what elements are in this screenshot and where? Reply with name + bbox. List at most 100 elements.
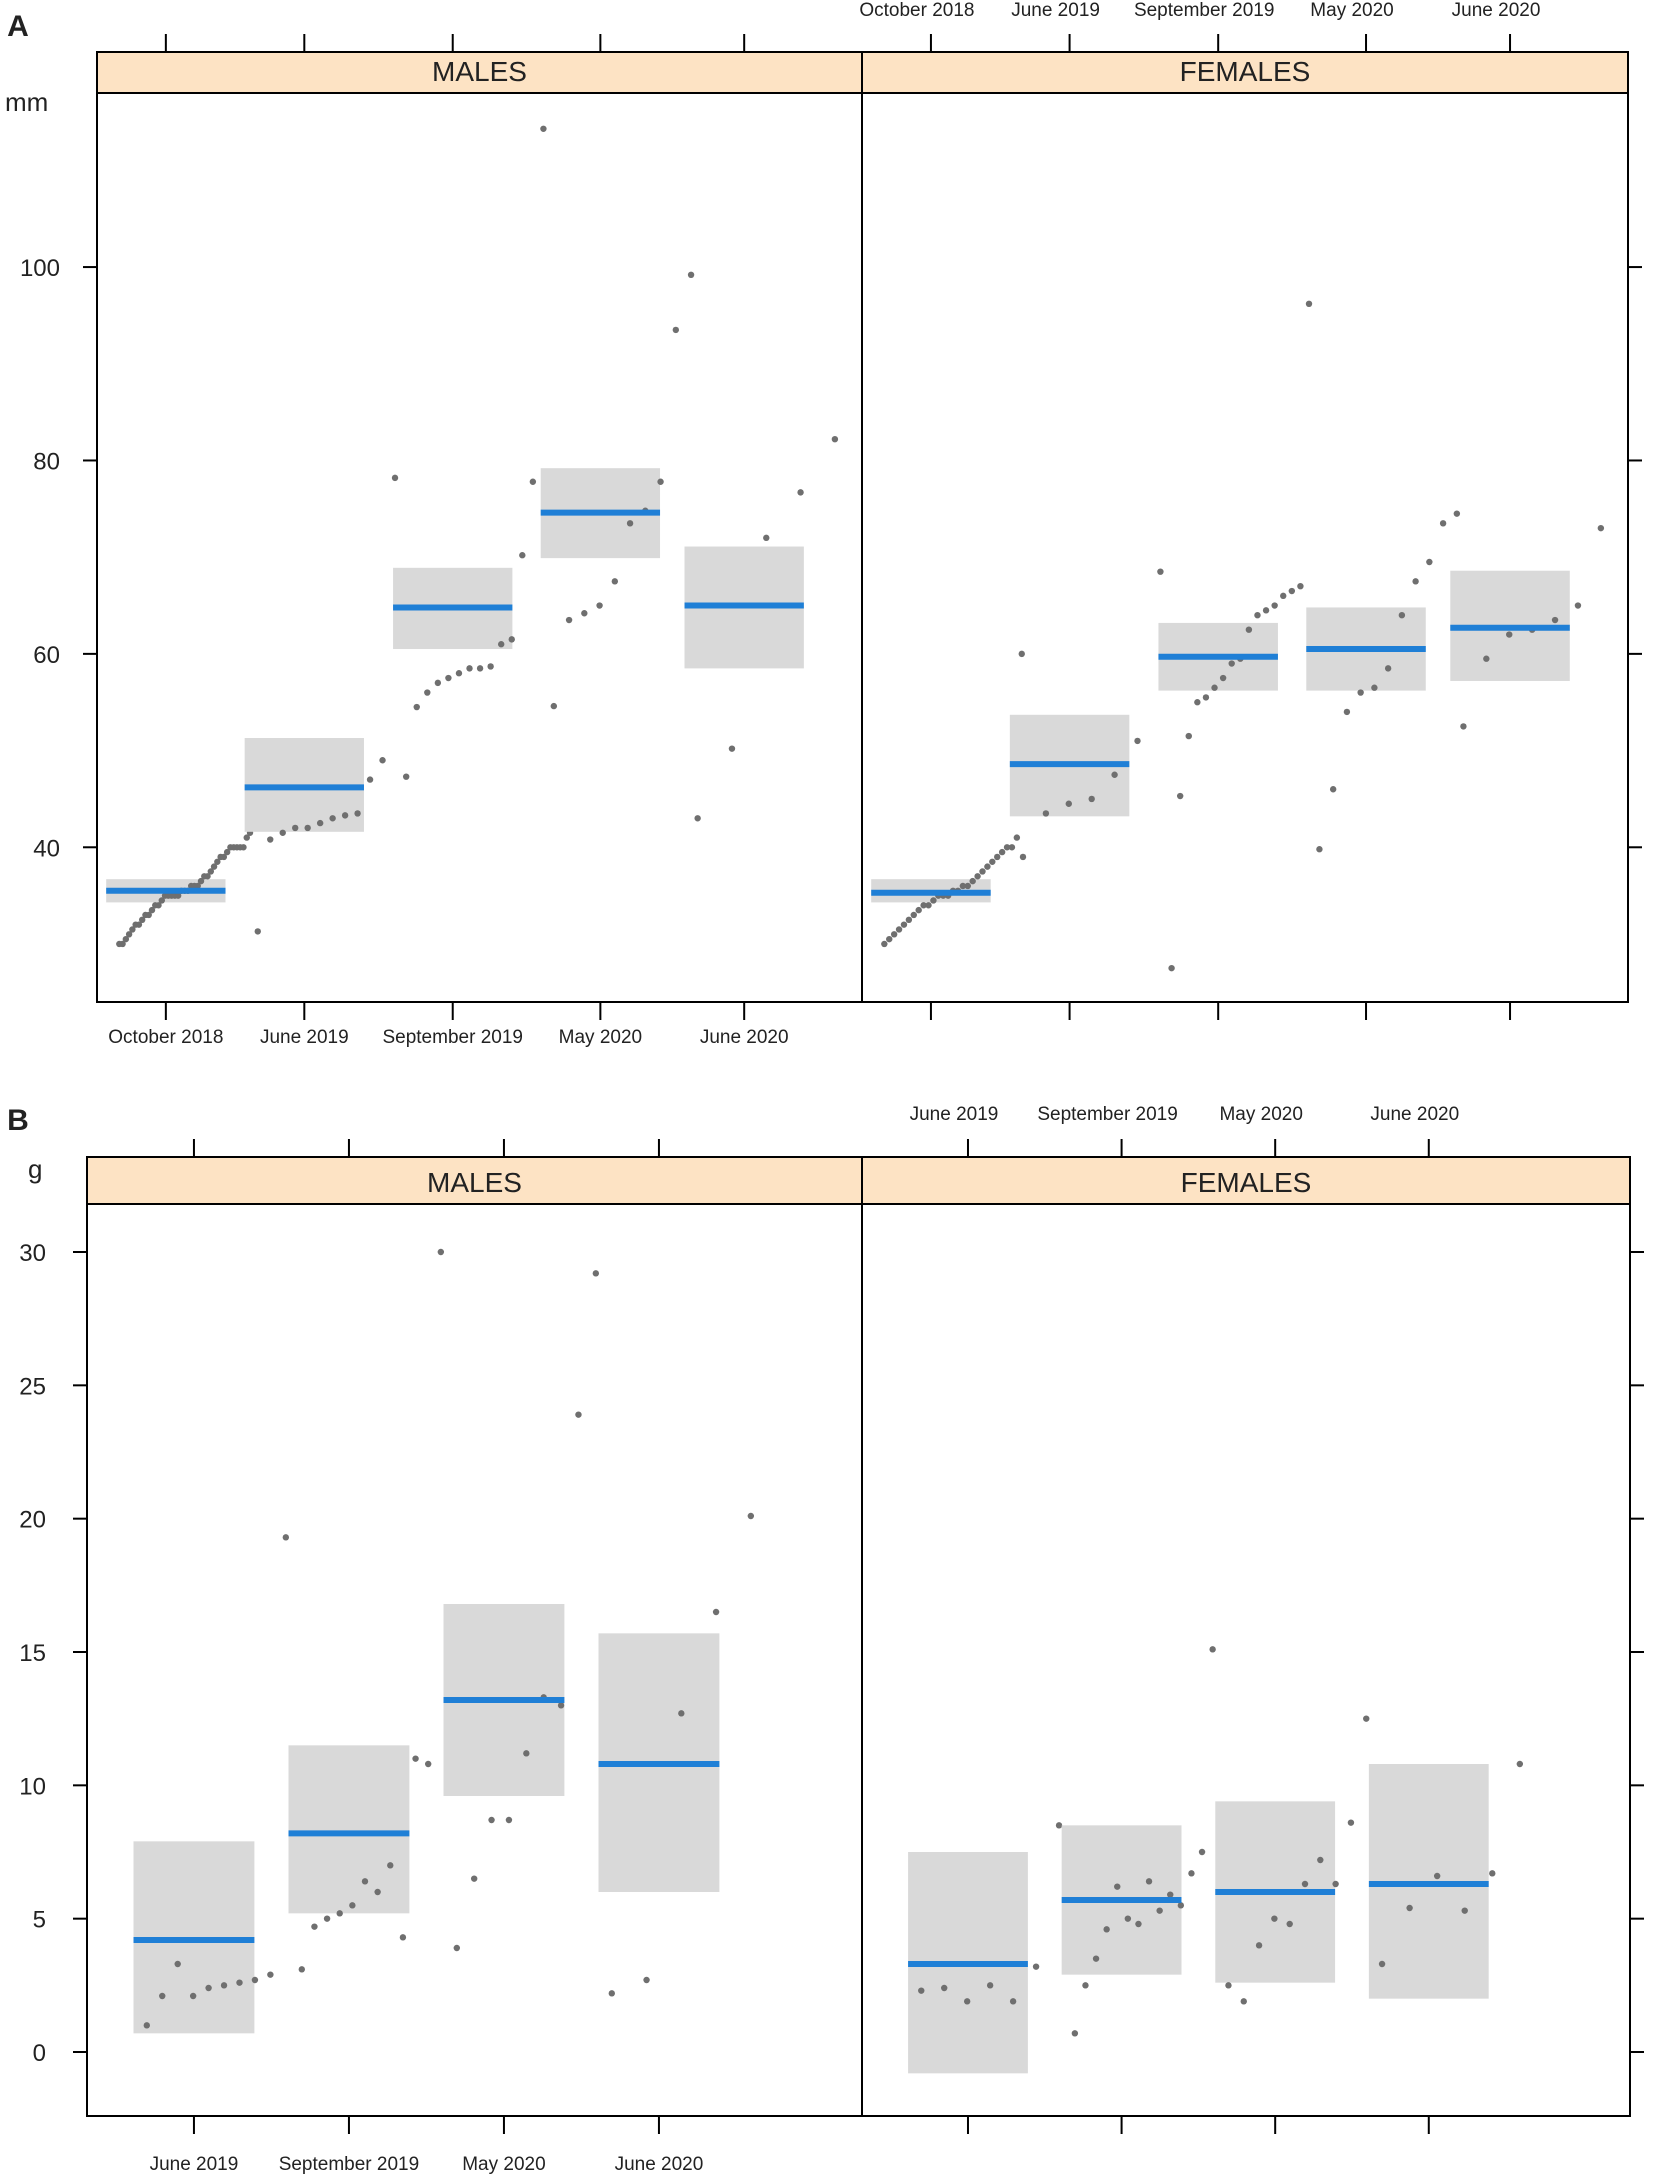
data-point (963, 1998, 971, 2005)
data-point (240, 844, 247, 851)
x-tick-label: June 2020 (1370, 1104, 1459, 1125)
data-point (1088, 795, 1095, 803)
y-tick-label: 30 (19, 1240, 46, 1267)
ci-box (288, 1745, 410, 1914)
data-point (1188, 1870, 1195, 1877)
data-point (1483, 655, 1490, 662)
data-point (1297, 582, 1304, 590)
group-3: June 2020 (598, 1139, 755, 2175)
strip-label: FEMALES (1180, 56, 1311, 87)
data-point (470, 1875, 478, 1882)
data-point (424, 1760, 432, 1768)
data-point (1255, 1942, 1263, 1949)
data-point (349, 1902, 356, 1909)
data-point (1412, 578, 1419, 585)
data-point (1305, 300, 1313, 308)
x-tick-label: June 2019 (260, 1027, 349, 1048)
data-point (565, 616, 573, 624)
data-point (412, 1755, 419, 1762)
data-point (895, 926, 903, 933)
y-tick-label: 25 (19, 1373, 46, 1400)
group-3: June 2020 (1368, 1104, 1524, 2134)
panel-letter: B (7, 1104, 29, 1137)
data-point (1055, 1822, 1063, 1829)
data-point (336, 1910, 343, 1917)
data-point (323, 1915, 331, 1922)
group-2: September 2019 (382, 34, 547, 1048)
data-point (1439, 520, 1447, 527)
data-point (1506, 631, 1513, 638)
x-tick-label: September 2019 (279, 2154, 420, 2175)
data-point (1008, 844, 1016, 851)
data-point (672, 326, 680, 334)
y-tick-label: 0 (33, 2040, 46, 2067)
data-point (1460, 723, 1467, 730)
data-point (1357, 689, 1364, 696)
data-point (505, 1816, 513, 1824)
data-point (391, 474, 399, 482)
y-tick-label: 5 (33, 1907, 46, 1934)
data-point (488, 1816, 495, 1824)
data-point (267, 1971, 274, 1978)
data-point (220, 853, 228, 861)
data-point (1378, 1960, 1386, 1968)
data-point (1211, 684, 1218, 691)
group-0: October 2018 (106, 34, 260, 1048)
data-point (1245, 626, 1253, 633)
y-unit-label: mm (5, 87, 48, 117)
data-point (1082, 1982, 1089, 1989)
data-point (900, 921, 908, 928)
data-point (523, 1750, 530, 1757)
data-point (138, 916, 146, 924)
data-point (453, 1944, 460, 1952)
data-point (282, 1534, 290, 1541)
data-point (251, 1976, 259, 1984)
data-point (657, 478, 664, 485)
data-point (529, 478, 537, 485)
data-point (223, 848, 231, 856)
data-point (341, 812, 349, 819)
data-point (994, 853, 1001, 861)
data-point (581, 610, 588, 617)
data-point (1453, 510, 1461, 517)
data-point (1019, 853, 1027, 861)
data-point (1288, 587, 1296, 595)
group-2: May 2020 (1215, 1104, 1370, 2134)
data-point (1433, 1872, 1441, 1880)
x-tick-label: September 2019 (382, 1027, 523, 1048)
data-point (596, 602, 603, 609)
data-point (1042, 810, 1050, 817)
data-point (1156, 1907, 1163, 1914)
data-point (1406, 1904, 1413, 1912)
data-point (466, 665, 473, 672)
data-point (1371, 684, 1378, 691)
data-point (964, 882, 971, 890)
panel-females: FEMALES June 2019 September 2019 May 2020 Ju… (861, 1104, 1644, 2134)
x-tick-label: September 2019 (1134, 0, 1275, 21)
x-tick-label: June 2020 (1452, 0, 1541, 21)
data-point (890, 931, 898, 938)
chart-A: Amm 40 60 80 100 MALES October 2018 June 2019 Se… (5, 0, 1642, 1048)
data-point (1363, 1715, 1370, 1722)
data-point (119, 940, 126, 948)
data-point (1157, 568, 1164, 575)
x-tick-label: May 2020 (462, 2154, 545, 2175)
group-0: October 2018 (859, 0, 1025, 1020)
data-point (148, 906, 156, 914)
data-point (197, 877, 205, 885)
data-point (1013, 834, 1021, 841)
data-point (1032, 1963, 1040, 1970)
data-point (920, 902, 927, 909)
panel-letter: A (7, 10, 29, 43)
x-tick-label: October 2018 (859, 0, 974, 21)
data-point (1280, 592, 1287, 600)
data-point (1225, 1982, 1232, 1989)
data-point (1574, 602, 1582, 609)
data-point (158, 897, 165, 904)
strip-label: MALES (427, 1167, 522, 1198)
data-point (311, 1923, 318, 1930)
group-1: June 2019 (244, 34, 399, 1048)
data-point (930, 897, 937, 904)
data-point (1167, 1891, 1174, 1898)
